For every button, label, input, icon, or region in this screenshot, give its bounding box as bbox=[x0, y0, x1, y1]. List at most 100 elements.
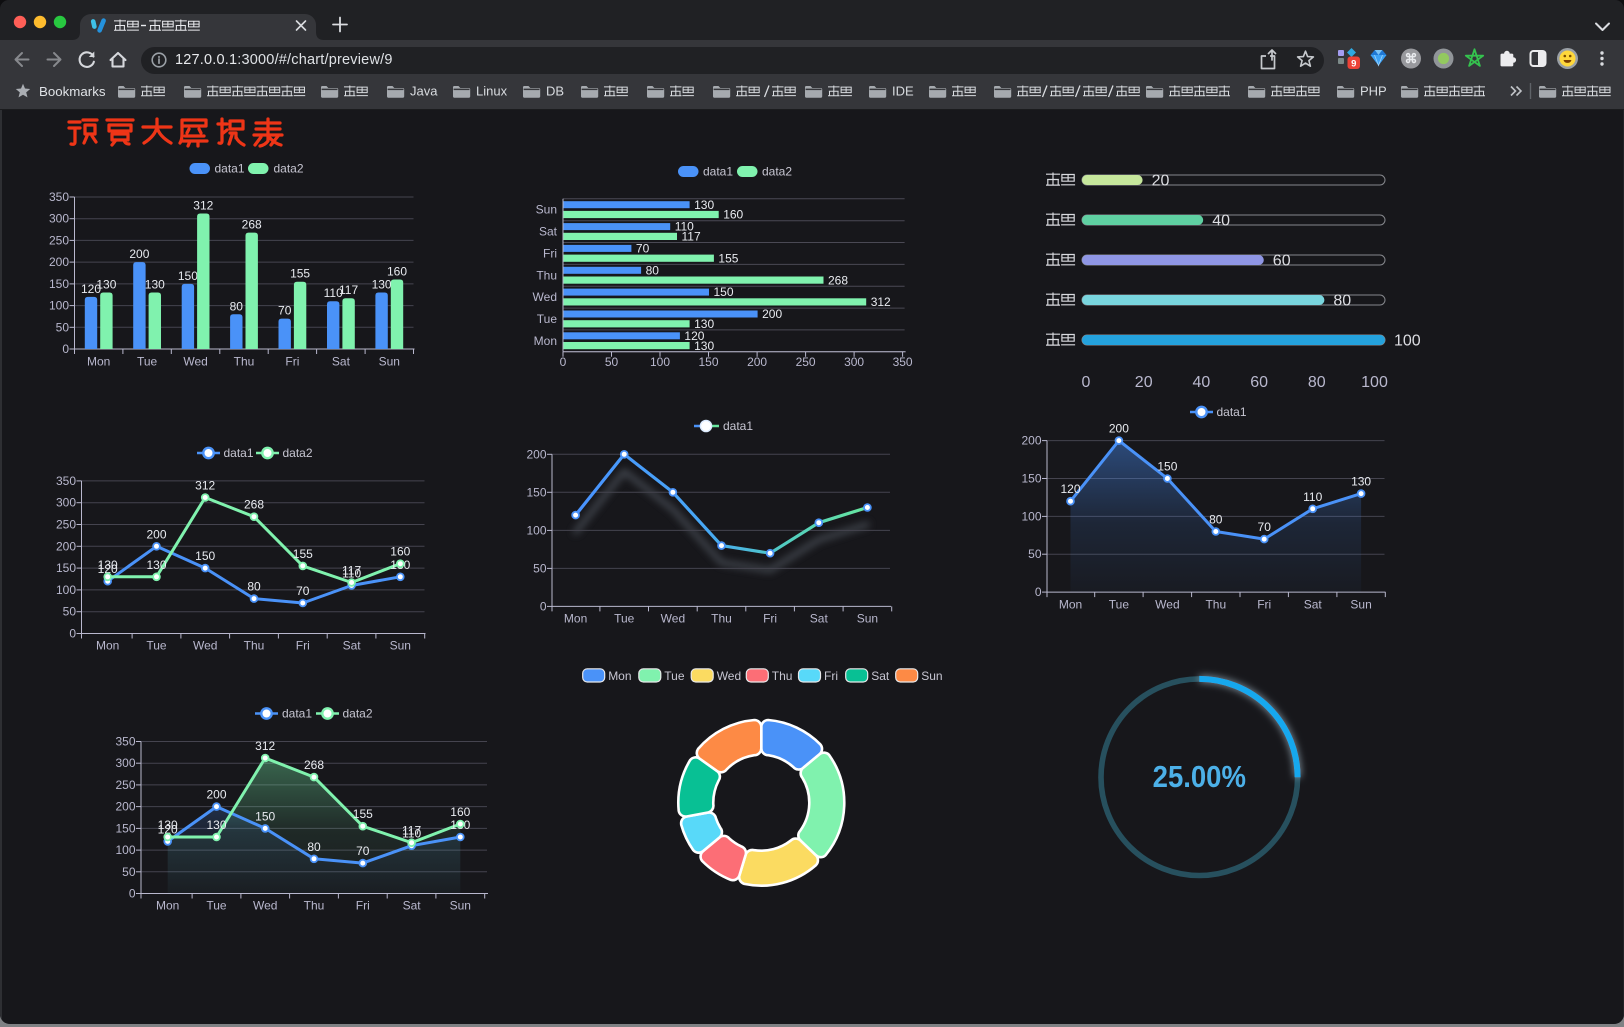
svg-text:50: 50 bbox=[63, 605, 77, 619]
svg-text:70: 70 bbox=[296, 584, 310, 598]
svg-text:data1: data1 bbox=[282, 707, 312, 721]
svg-text:60: 60 bbox=[1273, 253, 1291, 270]
svg-text:Mon: Mon bbox=[96, 639, 119, 653]
svg-text:Fri: Fri bbox=[824, 669, 838, 683]
svg-text:50: 50 bbox=[533, 561, 547, 575]
svg-text:20: 20 bbox=[1152, 173, 1170, 190]
svg-text:100: 100 bbox=[650, 355, 670, 369]
svg-text:130: 130 bbox=[146, 558, 166, 572]
svg-text:268: 268 bbox=[244, 498, 264, 512]
svg-text:50: 50 bbox=[122, 865, 136, 879]
svg-text:25.00%: 25.00% bbox=[1153, 760, 1246, 795]
svg-text:130: 130 bbox=[206, 818, 226, 832]
svg-text:70: 70 bbox=[636, 242, 650, 256]
svg-text:300: 300 bbox=[49, 212, 69, 226]
svg-text:250: 250 bbox=[115, 778, 135, 792]
svg-text:Thu: Thu bbox=[772, 669, 793, 683]
svg-text:Mon: Mon bbox=[564, 612, 587, 626]
svg-text:PHP: PHP bbox=[1360, 84, 1387, 99]
svg-text:130: 130 bbox=[1351, 475, 1371, 489]
svg-text:312: 312 bbox=[871, 295, 891, 309]
svg-text:Tue: Tue bbox=[146, 639, 167, 653]
svg-text:150: 150 bbox=[178, 269, 198, 283]
svg-text:200: 200 bbox=[526, 447, 546, 461]
svg-text:Fri: Fri bbox=[543, 246, 557, 260]
svg-text:150: 150 bbox=[1157, 460, 1177, 474]
svg-text:DB: DB bbox=[546, 84, 564, 99]
svg-text:Sat: Sat bbox=[343, 639, 362, 653]
svg-text:Tue: Tue bbox=[664, 669, 685, 683]
svg-text:Wed: Wed bbox=[1155, 598, 1179, 612]
svg-text:120: 120 bbox=[81, 282, 101, 296]
svg-text:110: 110 bbox=[1303, 490, 1322, 504]
svg-text:Sun: Sun bbox=[536, 203, 557, 217]
svg-text:Thu: Thu bbox=[234, 355, 255, 369]
svg-text:70: 70 bbox=[356, 844, 370, 858]
svg-text:data2: data2 bbox=[283, 446, 313, 460]
svg-text:160: 160 bbox=[387, 265, 407, 279]
svg-text:80: 80 bbox=[1209, 513, 1223, 527]
svg-text:160: 160 bbox=[390, 545, 410, 559]
svg-text:155: 155 bbox=[290, 267, 310, 281]
svg-text:Fri: Fri bbox=[763, 612, 777, 626]
svg-text:Fri: Fri bbox=[296, 639, 310, 653]
svg-text:Mon: Mon bbox=[156, 899, 179, 913]
svg-text:250: 250 bbox=[796, 355, 816, 369]
svg-text:Sat: Sat bbox=[1304, 598, 1323, 612]
svg-text:150: 150 bbox=[195, 549, 215, 563]
svg-text:Java: Java bbox=[410, 84, 438, 99]
svg-text:312: 312 bbox=[195, 479, 215, 493]
svg-text:100: 100 bbox=[1021, 509, 1041, 523]
svg-text:Bookmarks: Bookmarks bbox=[39, 84, 106, 99]
svg-text:300: 300 bbox=[844, 355, 864, 369]
svg-text:Mon: Mon bbox=[534, 334, 557, 348]
svg-text:40: 40 bbox=[1212, 213, 1230, 230]
svg-text:100: 100 bbox=[1394, 333, 1421, 350]
svg-text:100: 100 bbox=[49, 299, 69, 313]
svg-text:155: 155 bbox=[718, 251, 738, 265]
svg-text:150: 150 bbox=[526, 485, 546, 499]
svg-text:268: 268 bbox=[304, 758, 324, 772]
svg-text:80: 80 bbox=[230, 299, 244, 313]
svg-text:Sat: Sat bbox=[871, 669, 890, 683]
svg-text:0: 0 bbox=[1035, 585, 1042, 599]
svg-text:200: 200 bbox=[1021, 434, 1041, 448]
svg-text:Sat: Sat bbox=[539, 225, 558, 239]
svg-text:9: 9 bbox=[1351, 58, 1356, 69]
svg-text:Sun: Sun bbox=[1350, 598, 1371, 612]
svg-text:Sat: Sat bbox=[403, 899, 422, 913]
svg-text:117: 117 bbox=[342, 564, 361, 578]
svg-text:268: 268 bbox=[242, 218, 262, 232]
svg-text:120: 120 bbox=[1060, 482, 1080, 496]
svg-text:data1: data1 bbox=[723, 419, 753, 433]
svg-text:160: 160 bbox=[723, 208, 743, 222]
svg-text:data2: data2 bbox=[762, 165, 792, 179]
svg-text:150: 150 bbox=[1021, 472, 1041, 486]
svg-text:Wed: Wed bbox=[661, 612, 685, 626]
svg-text:80: 80 bbox=[646, 263, 660, 277]
svg-text:0: 0 bbox=[62, 342, 69, 356]
svg-text:120: 120 bbox=[684, 329, 704, 343]
svg-text:130: 130 bbox=[158, 818, 178, 832]
svg-text:Fri: Fri bbox=[285, 355, 299, 369]
svg-text:80: 80 bbox=[1308, 374, 1326, 391]
svg-text:155: 155 bbox=[293, 547, 313, 561]
svg-text:20: 20 bbox=[1135, 374, 1153, 391]
svg-text:200: 200 bbox=[747, 355, 767, 369]
svg-text:110: 110 bbox=[675, 220, 694, 234]
svg-text:Wed: Wed bbox=[253, 899, 277, 913]
svg-text:Tue: Tue bbox=[206, 899, 227, 913]
svg-text:Tue: Tue bbox=[1109, 598, 1130, 612]
svg-text:120: 120 bbox=[98, 562, 118, 576]
svg-text:Wed: Wed bbox=[533, 290, 557, 304]
svg-text:data2: data2 bbox=[343, 707, 373, 721]
svg-text:Tue: Tue bbox=[614, 612, 635, 626]
svg-text:200: 200 bbox=[56, 539, 76, 553]
svg-text:155: 155 bbox=[353, 807, 373, 821]
svg-text:data1: data1 bbox=[703, 165, 733, 179]
svg-text:300: 300 bbox=[115, 756, 135, 770]
svg-text:350: 350 bbox=[56, 474, 76, 488]
svg-text:117: 117 bbox=[402, 824, 421, 838]
svg-text:110: 110 bbox=[342, 567, 361, 581]
svg-text:150: 150 bbox=[56, 561, 76, 575]
